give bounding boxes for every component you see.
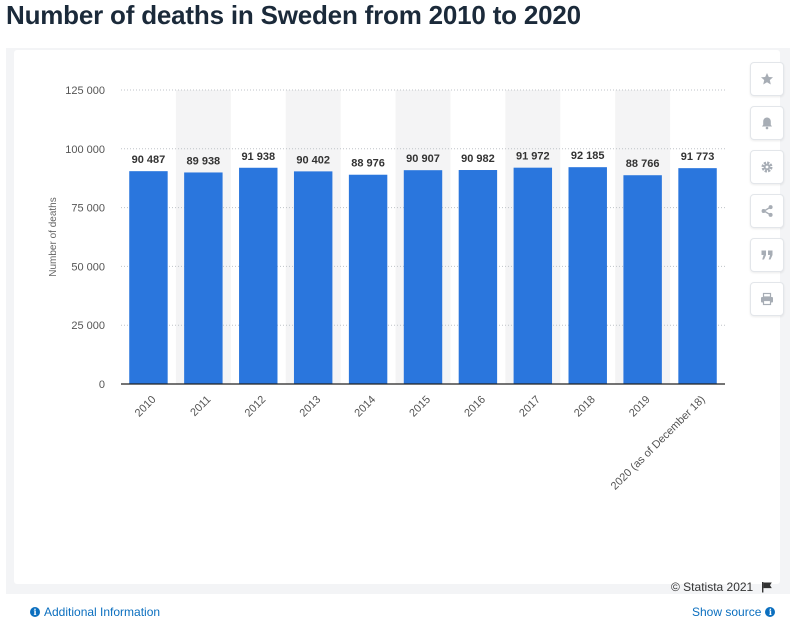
share-icon bbox=[761, 205, 773, 217]
bar bbox=[678, 168, 717, 384]
y-tick-label: 50 000 bbox=[71, 261, 105, 273]
bar bbox=[458, 170, 498, 384]
share-button[interactable] bbox=[750, 194, 784, 228]
info-icon: i bbox=[30, 606, 40, 617]
bar bbox=[239, 167, 278, 384]
x-tick-label: 2015 bbox=[407, 394, 433, 420]
bar bbox=[129, 171, 168, 384]
bar-chart: 0 25 000 50 000 75 000 100 000 125 000 Number … bbox=[48, 85, 725, 493]
bar-value-label: 90 982 bbox=[461, 153, 495, 165]
bar-value-label: 88 766 bbox=[626, 158, 660, 170]
y-tick-label: 75 000 bbox=[71, 203, 105, 215]
y-tick-label: 25 000 bbox=[71, 320, 105, 332]
bar bbox=[293, 171, 333, 384]
statista-credit[interactable]: © Statista 2021 bbox=[671, 579, 773, 594]
show-source-link[interactable]: Show source i bbox=[692, 604, 776, 619]
bar bbox=[513, 167, 553, 384]
star-icon bbox=[761, 73, 773, 85]
gear-icon bbox=[761, 161, 773, 173]
favorite-button[interactable] bbox=[750, 62, 784, 96]
info-icon: i bbox=[765, 606, 776, 617]
bar-value-label: 90 402 bbox=[296, 154, 330, 166]
cite-button[interactable] bbox=[750, 238, 784, 272]
credit-text: © Statista 2021 bbox=[671, 579, 754, 594]
x-tick-label: 2017 bbox=[517, 394, 543, 420]
settings-button[interactable] bbox=[750, 150, 784, 184]
bar bbox=[184, 172, 223, 384]
additional-information-link[interactable]: i Additional Information bbox=[30, 604, 160, 619]
y-tick-label: 125 000 bbox=[65, 85, 105, 97]
bar-value-label: 88 976 bbox=[351, 158, 385, 170]
bar-value-label: 90 487 bbox=[132, 154, 166, 166]
additional-information-label: Additional Information bbox=[44, 604, 161, 619]
bar-value-label: 89 938 bbox=[187, 155, 221, 167]
y-axis-title: Number of deaths bbox=[48, 197, 59, 277]
chart-card: 0 25 000 50 000 75 000 100 000 125 000 Number … bbox=[6, 48, 790, 619]
x-tick-label: 2012 bbox=[243, 394, 269, 420]
x-tick-label: 2013 bbox=[298, 394, 324, 420]
show-source-label: Show source bbox=[692, 604, 762, 619]
x-tick-label: 2016 bbox=[462, 394, 488, 420]
bar bbox=[403, 170, 443, 384]
bar-value-label: 92 185 bbox=[571, 150, 605, 162]
x-tick-label: 2014 bbox=[352, 394, 378, 420]
print-icon bbox=[761, 292, 773, 306]
bar-value-label: 91 938 bbox=[241, 151, 275, 163]
bar bbox=[568, 167, 607, 384]
bar bbox=[348, 174, 388, 384]
bar-value-label: 90 907 bbox=[406, 153, 440, 165]
chart-toolbar bbox=[750, 62, 784, 326]
y-tick-label: 0 bbox=[99, 379, 105, 391]
x-tick-label: 2019 bbox=[627, 394, 653, 420]
x-tick-label: 2011 bbox=[188, 394, 213, 419]
bar-value-label: 91 972 bbox=[516, 151, 550, 163]
quote-icon bbox=[761, 250, 773, 260]
x-tick-label: 2018 bbox=[572, 394, 598, 420]
print-button[interactable] bbox=[750, 282, 784, 316]
page-title: Number of deaths in Sweden from 2010 to … bbox=[6, 0, 581, 30]
y-tick-label: 100 000 bbox=[65, 144, 105, 156]
bell-icon bbox=[762, 117, 772, 130]
flag-icon bbox=[761, 581, 772, 593]
x-tick-label: 2010 bbox=[133, 394, 159, 420]
bar bbox=[623, 175, 662, 384]
x-tick-label: 2020 (as of December 18) bbox=[609, 394, 708, 493]
chart-panel: 0 25 000 50 000 75 000 100 000 125 000 Number … bbox=[14, 50, 784, 584]
notification-button[interactable] bbox=[750, 106, 784, 140]
bar-value-label: 91 773 bbox=[681, 151, 715, 163]
